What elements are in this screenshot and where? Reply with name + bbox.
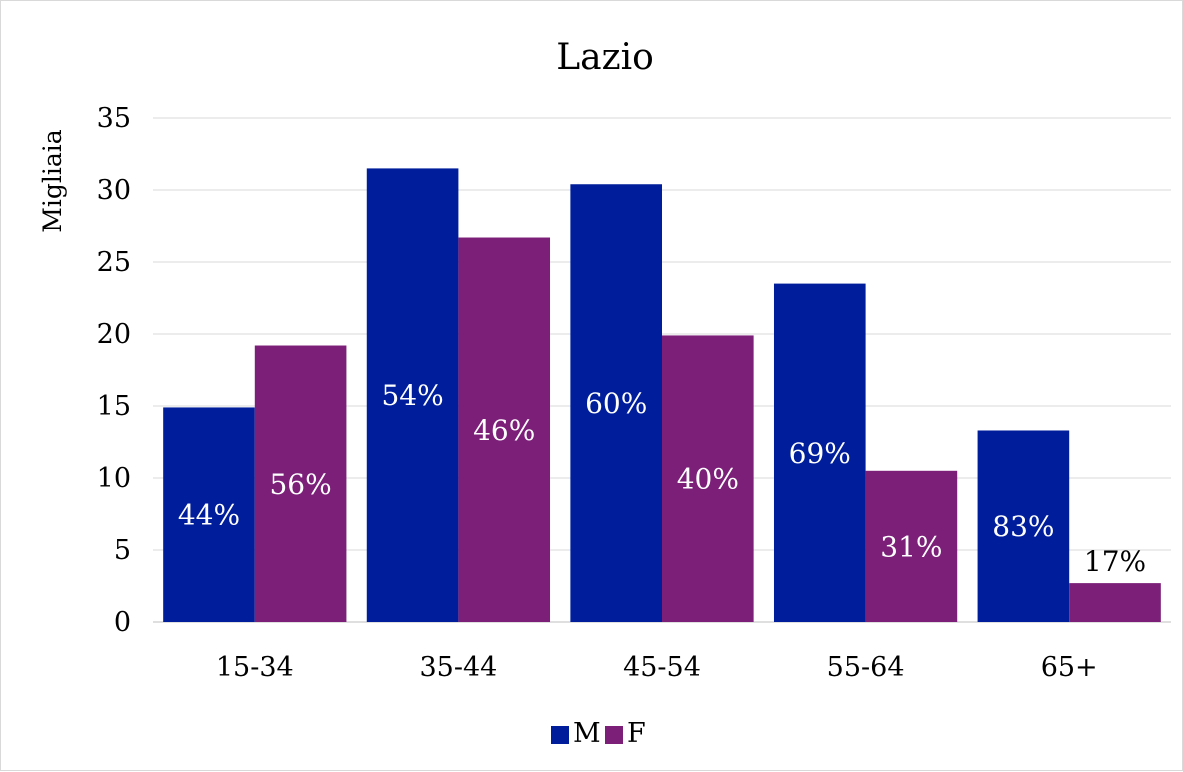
data-label: 69% xyxy=(789,437,851,470)
legend-label-f: F xyxy=(627,718,646,749)
bar-m-15-34 xyxy=(163,407,255,622)
bar-f-35-44 xyxy=(458,237,551,622)
x-tick-label: 35-44 xyxy=(419,652,497,683)
x-tick-label: 15-34 xyxy=(216,652,294,683)
bar-f-15-34 xyxy=(254,345,347,622)
bars xyxy=(163,168,1161,623)
x-tick-label: 45-54 xyxy=(623,652,701,683)
y-tick-label: 20 xyxy=(97,319,131,350)
y-tick-label: 5 xyxy=(114,535,131,566)
x-tick-label: 55-64 xyxy=(827,652,905,683)
bar-m-35-44 xyxy=(366,168,459,622)
bar-f-45-54 xyxy=(662,335,754,622)
y-tick-label: 0 xyxy=(114,607,131,638)
y-tick-label: 10 xyxy=(97,463,131,494)
data-label: 46% xyxy=(473,414,535,447)
chart-title: Lazio xyxy=(556,37,654,78)
data-label: 54% xyxy=(381,379,443,412)
y-tick-label: 30 xyxy=(97,175,131,206)
y-axis-title: Migliaia xyxy=(38,129,67,232)
bar-m-65+ xyxy=(977,430,1070,622)
bar-m-45-54 xyxy=(570,184,662,623)
legend-swatch-f xyxy=(605,726,623,744)
bar-f-65+ xyxy=(1069,583,1161,622)
legend-swatch-m xyxy=(551,726,569,744)
data-labels: 44% 56% 54% 46% 60% 40% 69% 31% 83% 17% xyxy=(178,379,1146,578)
data-label: 83% xyxy=(992,510,1054,543)
data-label: 17% xyxy=(1084,545,1146,578)
data-label: 60% xyxy=(585,387,647,420)
y-axis-ticks: 0 5 10 15 20 25 30 35 xyxy=(97,103,131,638)
legend-label-m: M xyxy=(573,718,601,749)
y-tick-label: 25 xyxy=(97,247,131,278)
x-axis-ticks: 15-34 35-44 45-54 55-64 65+ xyxy=(216,652,1098,683)
bar-f-55-64 xyxy=(865,470,958,622)
y-tick-label: 35 xyxy=(97,103,131,134)
x-tick-label: 65+ xyxy=(1041,652,1098,683)
bar-m-55-64 xyxy=(773,283,866,622)
data-label: 31% xyxy=(880,530,942,563)
y-tick-label: 15 xyxy=(97,391,131,422)
data-label: 44% xyxy=(178,499,240,532)
data-label: 56% xyxy=(269,468,331,501)
data-label: 40% xyxy=(677,463,739,496)
